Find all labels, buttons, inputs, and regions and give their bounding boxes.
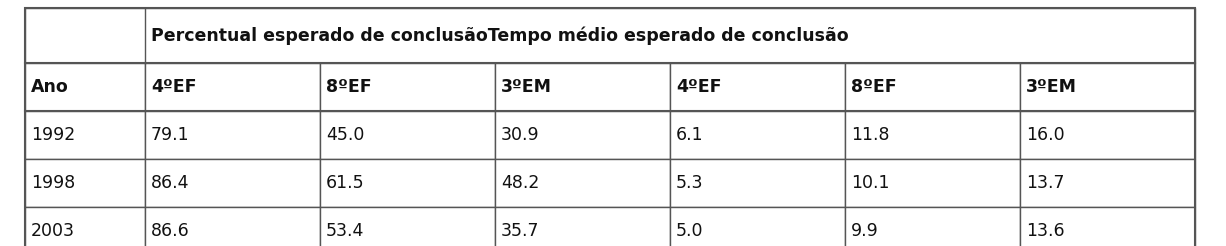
Text: 13.6: 13.6 — [1026, 222, 1064, 240]
Text: 6.1: 6.1 — [676, 126, 704, 144]
Bar — [145, 63, 320, 111]
Bar — [845, 111, 1020, 159]
Bar — [1020, 111, 1195, 159]
Text: 3ºEM: 3ºEM — [501, 78, 552, 96]
Text: 2003: 2003 — [31, 222, 75, 240]
Text: 86.4: 86.4 — [151, 174, 190, 192]
Text: 4ºEF: 4ºEF — [676, 78, 721, 96]
Bar — [320, 111, 495, 159]
Text: 11.8: 11.8 — [851, 126, 890, 144]
Text: 79.1: 79.1 — [151, 126, 190, 144]
Text: 8ºEF: 8ºEF — [326, 78, 371, 96]
Bar — [495, 159, 669, 207]
Text: 45.0: 45.0 — [326, 126, 364, 144]
Text: 30.9: 30.9 — [501, 126, 539, 144]
Bar — [669, 159, 845, 207]
Bar — [25, 207, 145, 246]
Text: 86.6: 86.6 — [151, 222, 190, 240]
Text: 9.9: 9.9 — [851, 222, 879, 240]
Text: 3ºEM: 3ºEM — [1026, 78, 1076, 96]
Bar — [145, 111, 320, 159]
Bar — [845, 207, 1020, 246]
Text: 48.2: 48.2 — [501, 174, 539, 192]
Bar — [495, 111, 669, 159]
Text: 4ºEF: 4ºEF — [151, 78, 196, 96]
Text: 10.1: 10.1 — [851, 174, 890, 192]
Bar — [25, 159, 145, 207]
Bar — [25, 111, 145, 159]
Text: Percentual esperado de conclusãoTempo médio esperado de conclusão: Percentual esperado de conclusãoTempo mé… — [151, 26, 848, 45]
Bar — [845, 63, 1020, 111]
Text: 8ºEF: 8ºEF — [851, 78, 896, 96]
Bar — [669, 111, 845, 159]
Bar — [669, 63, 845, 111]
Text: 1998: 1998 — [31, 174, 75, 192]
Bar — [1020, 159, 1195, 207]
Text: 35.7: 35.7 — [501, 222, 539, 240]
Bar — [320, 63, 495, 111]
Text: 5.0: 5.0 — [676, 222, 704, 240]
Text: 5.3: 5.3 — [676, 174, 704, 192]
Bar — [145, 207, 320, 246]
Bar — [145, 159, 320, 207]
Text: 61.5: 61.5 — [326, 174, 364, 192]
Text: 53.4: 53.4 — [326, 222, 364, 240]
Bar — [25, 8, 1195, 63]
Bar — [25, 63, 145, 111]
Text: 1992: 1992 — [31, 126, 75, 144]
Text: 13.7: 13.7 — [1026, 174, 1064, 192]
Text: Ano: Ano — [31, 78, 69, 96]
Bar — [669, 207, 845, 246]
Bar — [495, 63, 669, 111]
Bar — [320, 159, 495, 207]
Bar — [1020, 63, 1195, 111]
Bar — [1020, 207, 1195, 246]
Text: 16.0: 16.0 — [1026, 126, 1064, 144]
Bar — [845, 159, 1020, 207]
Bar — [320, 207, 495, 246]
Bar — [495, 207, 669, 246]
